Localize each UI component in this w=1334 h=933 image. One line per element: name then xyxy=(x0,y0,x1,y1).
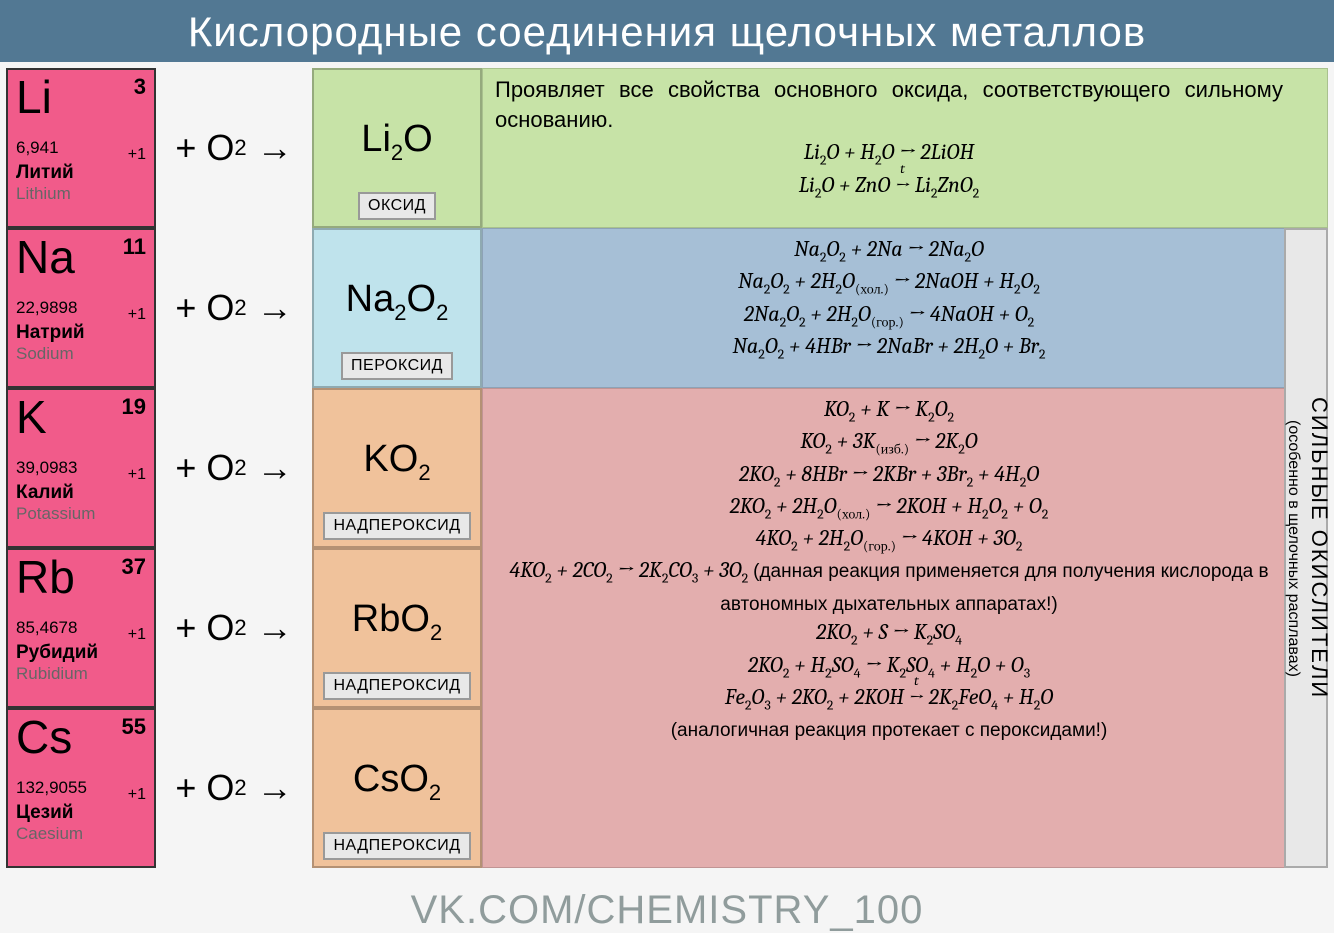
atomic-number: 37 xyxy=(122,554,146,580)
atomic-number: 55 xyxy=(122,714,146,740)
element-name-en: Sodium xyxy=(16,344,148,364)
product-formula: Na2O2 xyxy=(346,278,449,326)
equation: Li2O + H2O → 2LiOH xyxy=(495,138,1283,170)
element-name-en: Lithium xyxy=(16,184,148,204)
element-tile-k: K 19 39,0983 +1 Калий Potassium xyxy=(6,388,156,548)
atomic-number: 3 xyxy=(134,74,146,100)
element-name-en: Caesium xyxy=(16,824,148,844)
product-пероксид: Na2O2 ПЕРОКСИД xyxy=(312,228,482,388)
footer-link: VK.COM/CHEMISTRY_100 xyxy=(0,888,1334,933)
element-tile-cs: Cs 55 132,9055 +1 Цезий Caesium xyxy=(6,708,156,868)
element-name-en: Rubidium xyxy=(16,664,148,684)
oxidation-state: +1 xyxy=(128,786,146,804)
element-symbol: Li xyxy=(16,74,148,120)
element-name-ru: Калий xyxy=(16,482,148,504)
product-надпероксид: RbO2 НАДПЕРОКСИД xyxy=(312,548,482,708)
product-надпероксид: KO2 НАДПЕРОКСИД xyxy=(312,388,482,548)
page-title: Кислородные соединения щелочных металлов xyxy=(0,0,1334,62)
element-name-ru: Рубидий xyxy=(16,642,148,664)
product-надпероксид: CsO2 НАДПЕРОКСИД xyxy=(312,708,482,868)
oxidation-state: +1 xyxy=(128,306,146,324)
element-tile-na: Na 11 22,9898 +1 Натрий Sodium xyxy=(6,228,156,388)
product-formula: RbO2 xyxy=(352,598,442,646)
panel-superoxide: KO2 + K → K2O2KO2 + 3K(изб.) → 2K2O2KO2 … xyxy=(482,388,1328,868)
oxidation-state: +1 xyxy=(128,626,146,644)
equation: KO2 + K → K2O2 xyxy=(495,395,1283,427)
product-formula: KO2 xyxy=(363,438,430,486)
equation: 4KO2 + 2H2O(гор.) → 4KOH + 3O2 xyxy=(495,524,1283,556)
equation: 2KO2 + H2SO4 → K2SO4 + H2O + O3 xyxy=(495,651,1283,683)
equation: Li2O + ZnO → Li2ZnO2 xyxy=(495,171,1283,203)
reaction-arrow: + O2 → xyxy=(156,548,312,708)
element-tile-li: Li 3 6,941 +1 Литий Lithium xyxy=(6,68,156,228)
equation: 4KO2 + 2CO2 → 2K2CO3 + 3O2 (данная реакц… xyxy=(495,556,1283,618)
equation: 2KO2 + S → K2SO4 xyxy=(495,618,1283,650)
element-name-ru: Литий xyxy=(16,162,148,184)
oxidation-state: +1 xyxy=(128,466,146,484)
equation: 2KO2 + 2H2O(хол.) → 2KOH + H2O2 + O2 xyxy=(495,492,1283,524)
panel-intro: Проявляет все свойства основного оксида,… xyxy=(495,75,1283,134)
equation: Na2O2 + 2Na → 2Na2O xyxy=(495,235,1283,267)
panel-oxide: Проявляет все свойства основного оксида,… xyxy=(482,68,1328,228)
equation: 2Na2O2 + 2H2O(гор.) → 4NaOH + O2 xyxy=(495,300,1283,332)
elements-column: Li 3 6,941 +1 Литий LithiumNa 11 22,9898… xyxy=(6,68,156,868)
product-formula: Li2O xyxy=(361,118,432,166)
product-label: НАДПЕРОКСИД xyxy=(323,672,470,700)
equation: 2KO2 + 8HBr → 2KBr + 3Br2 + 4H2O xyxy=(495,460,1283,492)
sidebar-oxidizers: СИЛЬНЫЕ ОКИСЛИТЕЛИ (особенно в щелочных … xyxy=(1284,228,1328,868)
element-tile-rb: Rb 37 85,4678 +1 Рубидий Rubidium xyxy=(6,548,156,708)
sidebar-main: СИЛЬНЫЕ ОКИСЛИТЕЛИ xyxy=(1307,397,1332,699)
product-label: ПЕРОКСИД xyxy=(341,352,453,380)
product-оксид: Li2O ОКСИД xyxy=(312,68,482,228)
reactions-column: + O2 →+ O2 →+ O2 →+ O2 →+ O2 → xyxy=(156,68,312,868)
element-name-ru: Цезий xyxy=(16,802,148,824)
equation: Na2O2 + 4HBr → 2NaBr + 2H2O + Br2 xyxy=(495,332,1283,364)
reaction-arrow: + O2 → xyxy=(156,228,312,388)
atomic-number: 11 xyxy=(123,234,146,260)
reaction-arrow: + O2 → xyxy=(156,68,312,228)
element-name-ru: Натрий xyxy=(16,322,148,344)
info-panels: Проявляет все свойства основного оксида,… xyxy=(482,68,1328,868)
products-column: Li2O ОКСИДNa2O2 ПЕРОКСИДKO2 НАДПЕРОКСИДR… xyxy=(312,68,482,868)
panel-peroxide: Na2O2 + 2Na → 2Na2ONa2O2 + 2H2O(хол.) → … xyxy=(482,228,1328,388)
equation: KO2 + 3K(изб.) → 2K2O xyxy=(495,427,1283,459)
product-formula: CsO2 xyxy=(353,758,441,806)
equation: Fe2O3 + 2KO2 + 2KOH → 2K2FeO4 + H2O(анал… xyxy=(495,683,1283,745)
product-label: ОКСИД xyxy=(358,192,436,220)
equation: Na2O2 + 2H2O(хол.) → 2NaOH + H2O2 xyxy=(495,267,1283,299)
product-label: НАДПЕРОКСИД xyxy=(323,832,470,860)
oxidation-state: +1 xyxy=(128,146,146,164)
product-label: НАДПЕРОКСИД xyxy=(323,512,470,540)
reaction-arrow: + O2 → xyxy=(156,708,312,868)
atomic-number: 19 xyxy=(122,394,146,420)
main-content: Li 3 6,941 +1 Литий LithiumNa 11 22,9898… xyxy=(0,62,1334,868)
reaction-arrow: + O2 → xyxy=(156,388,312,548)
element-name-en: Potassium xyxy=(16,504,148,524)
sidebar-sub: (особенно в щелочных расплавах) xyxy=(1285,420,1302,677)
